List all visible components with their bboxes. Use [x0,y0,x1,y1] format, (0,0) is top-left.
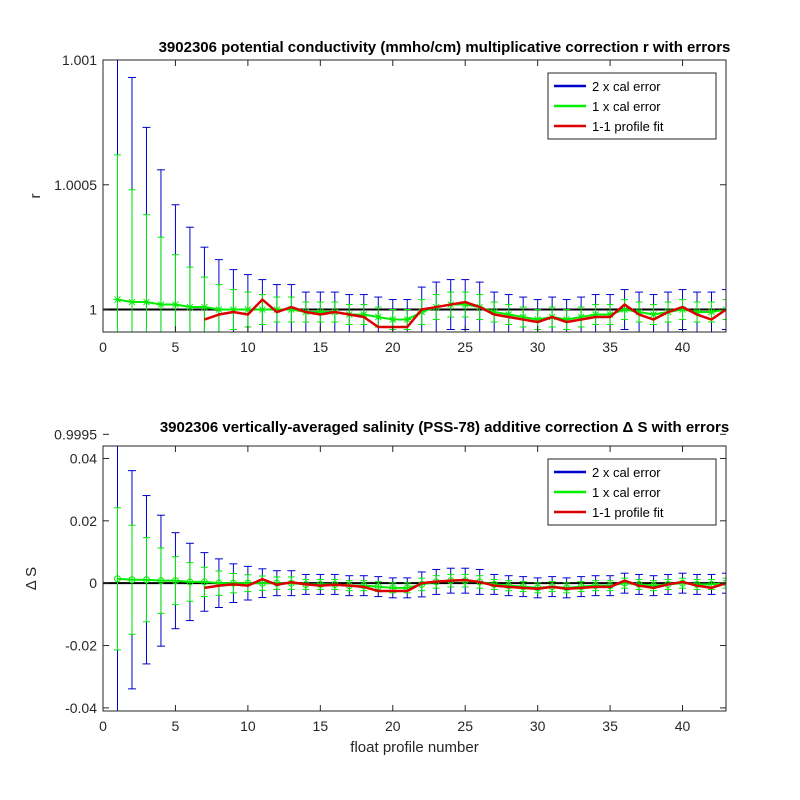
x-tick-label: 40 [675,339,691,355]
y-tick-label: 0.04 [70,450,97,466]
y-tick-label: 1 [89,302,97,318]
axes-frame [102,445,727,712]
legend-item: 1-1 profile fit [554,505,664,520]
x-tick-label: 0 [99,718,107,734]
data-point [258,306,267,313]
x-axis-label: float profile number [350,739,478,756]
data-point [374,583,382,591]
x-tick-label: 10 [240,718,256,734]
x-tick-label: 35 [602,718,618,734]
data-point [171,577,179,585]
x-tick-label: 15 [313,339,329,355]
x-axis: 0 5 10 15 20 25 30 35 40 [99,446,691,734]
y-tick-label: 1.001 [62,52,97,68]
data-point [128,576,136,584]
data-point [403,316,412,323]
legend-label: 2 x cal error [592,79,661,94]
error-bar [722,289,726,331]
data-point [113,575,121,583]
y-axis: -0.04 -0.02 0 0.02 0.04 [65,450,726,716]
data-point [649,311,658,318]
x-tick-label: 5 [172,718,180,734]
error-bar [722,577,726,589]
chart-title: 3902306 potential conductivity (mmho/cm)… [159,39,731,56]
x-tick-label: 15 [313,718,329,734]
data-point [388,316,397,323]
x-tick-label: 30 [530,718,546,734]
series-line-1-1-profile-fit [204,298,726,329]
y-tick-label: -0.04 [65,700,97,716]
plot-marks [103,446,726,711]
x-tick-label: 30 [530,339,546,355]
data-point [200,578,208,586]
error-bar [722,299,726,321]
x-tick-label: 10 [240,339,256,355]
data-point [156,301,165,308]
data-point [127,298,136,306]
x-tick-label: 20 [385,339,401,355]
x-tick-label: 25 [457,718,473,734]
y-axis: 0.9995 1 1.0005 1.001 [54,52,726,442]
legend-item: 2 x cal error [554,465,661,480]
data-point [142,576,150,584]
error-bar [722,572,726,594]
data-point [214,306,223,313]
y-axis-label: r [27,194,44,199]
legend-item: 2 x cal error [554,79,661,94]
legend-label: 1 x cal error [592,99,661,114]
series-line-1-1-profile-fit [204,577,726,593]
conductivity-correction-plot: 3902306 potential conductivity (mmho/cm)… [27,39,731,442]
legend-item: 1 x cal error [554,485,661,500]
legend: 2 x cal error 1 x cal error 1-1 profile fi… [547,458,717,526]
x-tick-label: 40 [675,718,691,734]
data-point [229,579,237,587]
legend-item: 1-1 profile fit [554,119,664,134]
data-point [113,296,122,303]
y-tick-label: 0 [89,575,97,591]
data-point [707,308,716,316]
data-point [142,298,151,306]
plot-marks [103,60,726,332]
data-point [374,313,383,321]
x-axis: 0 5 10 15 20 25 30 35 40 [99,60,691,355]
y-tick-label: 0.02 [70,513,97,529]
salinity-correction-plot: 3902306 vertically-averaged salinity (PS… [23,419,729,756]
y-tick-label: -0.02 [65,638,97,654]
y-tick-label: 1.0005 [54,177,97,193]
data-point [157,577,165,585]
x-tick-label: 0 [99,339,107,355]
x-tick-label: 5 [172,339,180,355]
legend: 2 x cal error 1 x cal error 1-1 profile fi… [547,72,717,140]
legend-label: 1-1 profile fit [592,505,664,520]
data-point [185,303,194,311]
legend-label: 1-1 profile fit [592,119,664,134]
x-tick-label: 35 [602,339,618,355]
legend-label: 2 x cal error [592,465,661,480]
data-point [200,303,209,311]
x-tick-label: 25 [457,339,473,355]
legend-label: 1 x cal error [592,485,661,500]
chart-title: 3902306 vertically-averaged salinity (PS… [160,419,729,436]
x-tick-label: 20 [385,718,401,734]
data-point [186,578,194,586]
y-tick-label: 0.9995 [54,426,97,442]
data-point [171,301,180,308]
y-axis-label: Δ S [23,567,40,590]
axes-frame [102,59,727,333]
legend-item: 1 x cal error [554,99,661,114]
